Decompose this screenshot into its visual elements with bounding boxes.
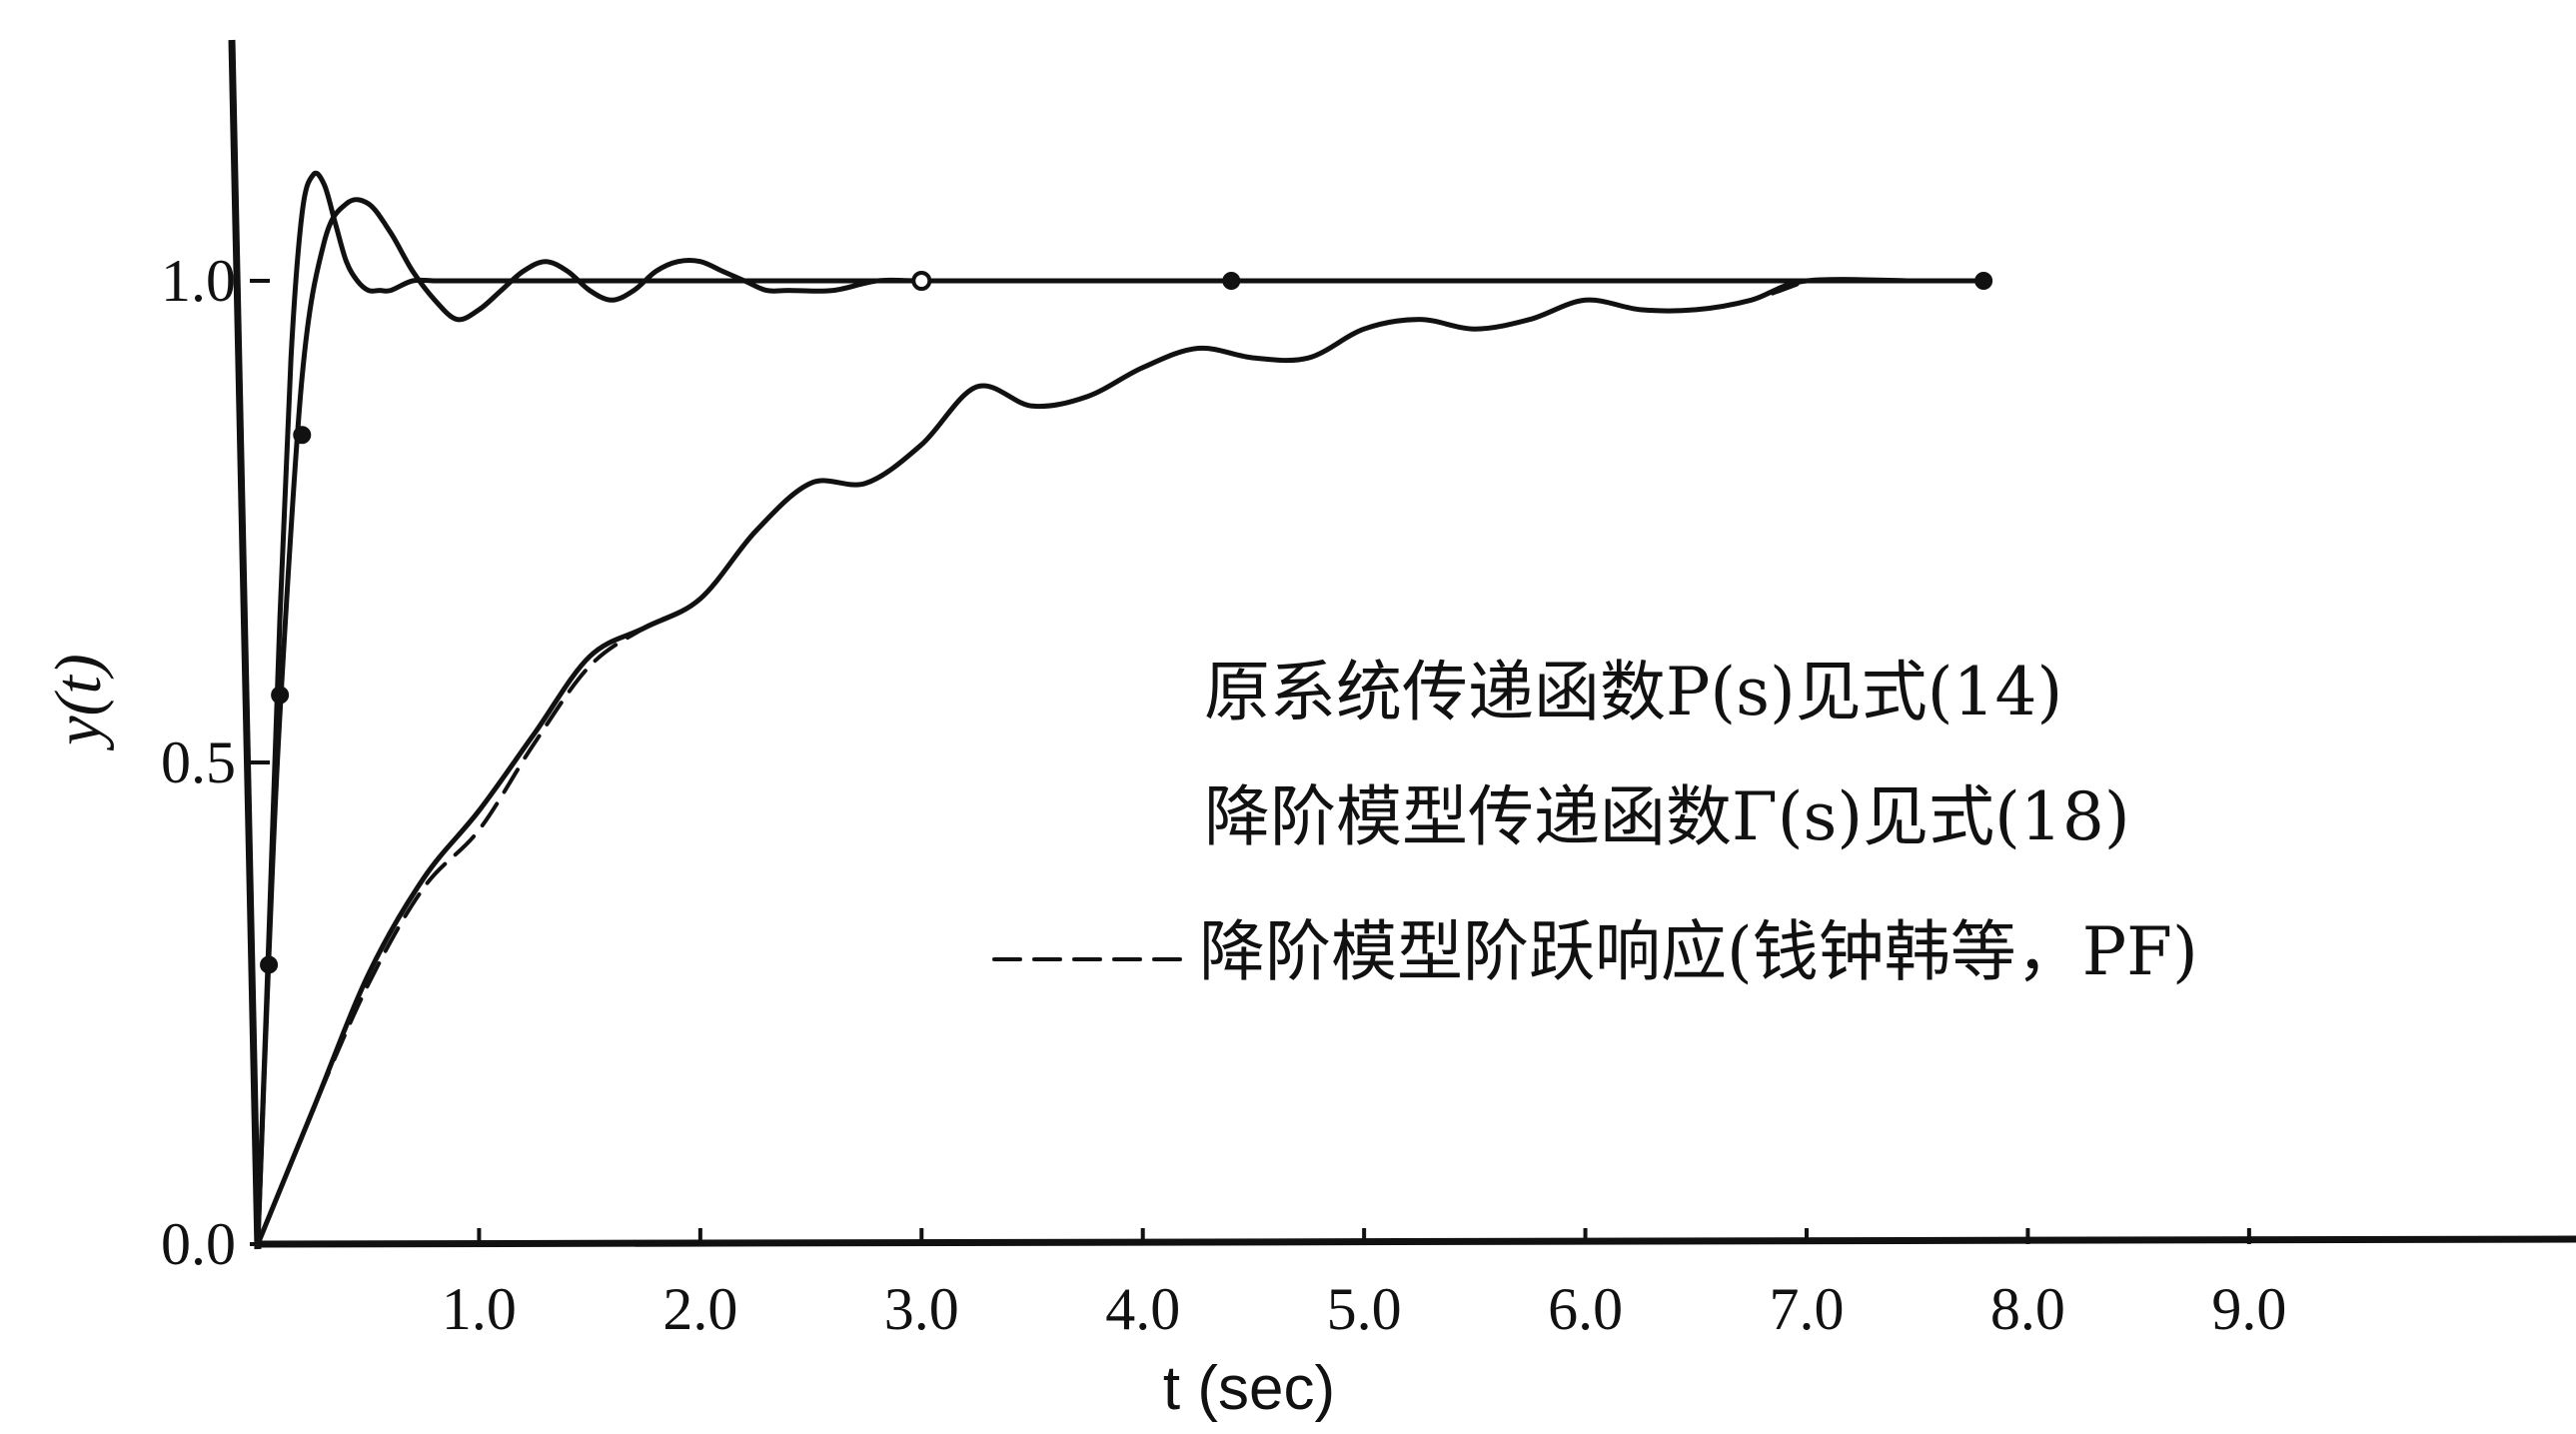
marker-layer <box>260 271 1993 974</box>
data-point-marker <box>260 955 279 974</box>
x-axis-line <box>257 1235 2576 1248</box>
x-tick-label: 5.0 <box>1327 1276 1402 1342</box>
data-point-marker <box>1222 272 1241 290</box>
data-point-marker <box>293 426 312 445</box>
x-tick-label: 6.0 <box>1548 1276 1623 1342</box>
y-tick-label: 0.0 <box>161 1211 236 1277</box>
data-point-marker <box>271 686 290 705</box>
x-axis-label: t (sec) <box>1163 1354 1335 1423</box>
y-axis-line <box>228 39 262 1250</box>
legend: 原系统传递函数P(s)见式(14) 降阶模型传递函数Γ(s)见式(18) 降阶模… <box>992 654 2198 990</box>
series-layer <box>255 170 1986 1247</box>
x-tick-label: 8.0 <box>1990 1276 2065 1342</box>
legend-entry-reduced-step-response: 降阶模型阶跃响应(钱钟韩等，PF) <box>1199 913 2198 990</box>
y-ticks: 0.0 0.5 1.0 <box>161 248 270 1277</box>
y-tick-label: 1.0 <box>161 248 236 314</box>
axes <box>228 39 2576 1250</box>
data-point-marker <box>911 271 932 291</box>
legend-entry-reduced-model: 降阶模型传递函数Γ(s)见式(18) <box>1204 778 2130 855</box>
x-tick-label: 4.0 <box>1105 1276 1180 1342</box>
series-line-2 <box>255 197 1986 1247</box>
x-tick-label: 7.0 <box>1770 1276 1845 1342</box>
x-tick-label: 3.0 <box>884 1276 959 1342</box>
series-line-4 <box>256 279 1809 1246</box>
legend-entry-original-system: 原系统传递函数P(s)见式(14) <box>1204 654 2062 730</box>
y-tick-label: 0.5 <box>161 729 236 795</box>
x-tick-label: 2.0 <box>662 1276 737 1342</box>
y-axis-label: y(t) <box>42 654 115 751</box>
x-tick-label: 9.0 <box>2211 1276 2286 1342</box>
series-line-3 <box>255 277 1986 1247</box>
x-tick-label: 1.0 <box>442 1276 517 1342</box>
x-ticks: 1.0 2.0 3.0 4.0 5.0 6.0 7.0 8.0 9.0 <box>442 1228 2286 1342</box>
data-point-marker <box>1974 272 1993 290</box>
